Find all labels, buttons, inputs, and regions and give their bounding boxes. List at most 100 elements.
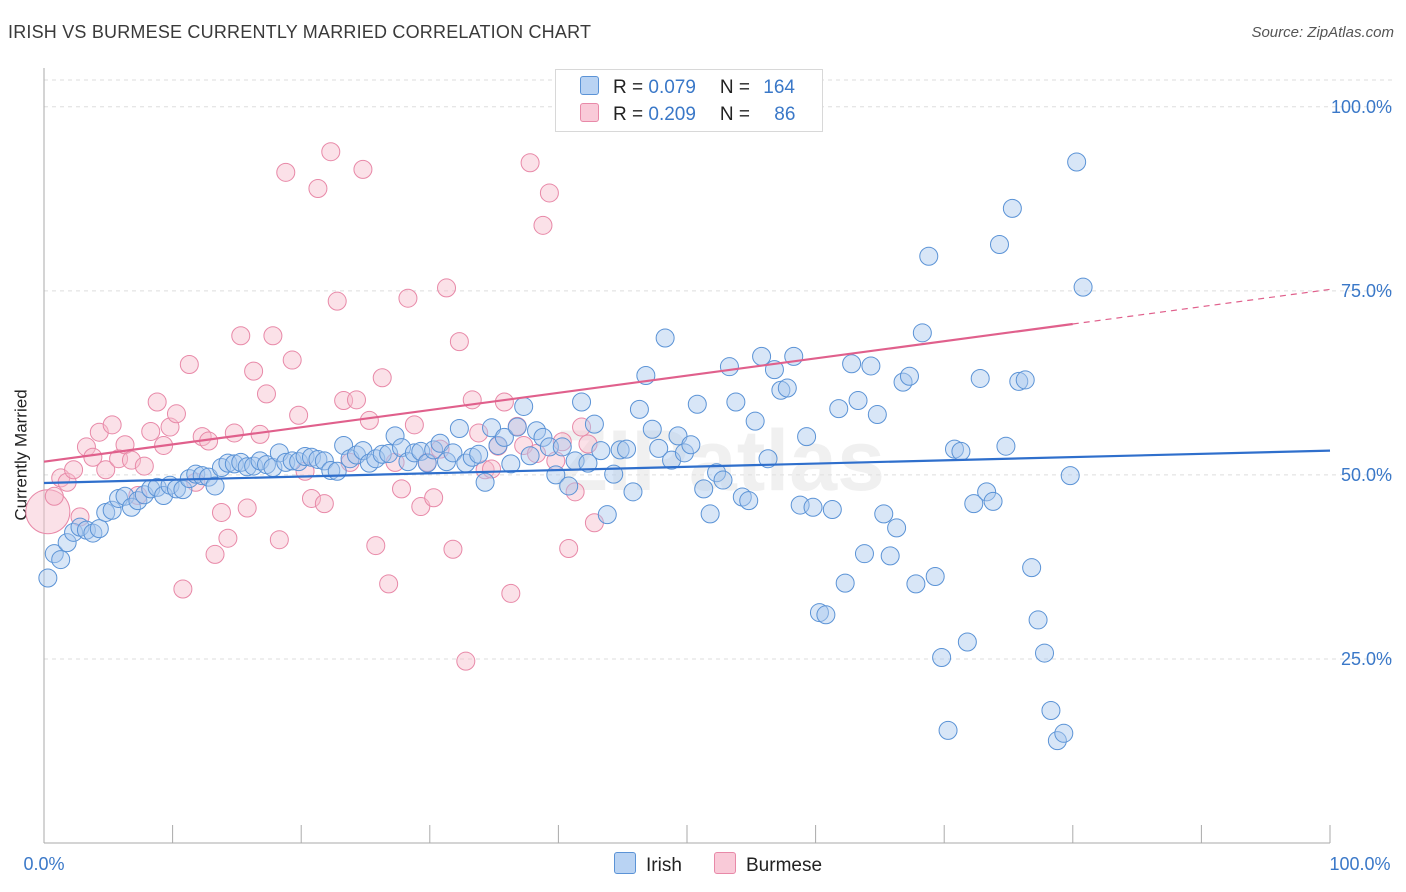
burmese-point [379,574,399,594]
irish-point [707,463,727,483]
burmese-point [179,354,199,374]
irish-point [906,574,926,594]
burmese-point [353,159,373,179]
irish-trend-line [43,449,1331,485]
burmese-point [141,421,161,441]
irish-point [1047,731,1067,751]
y-tick-label: 50.0% [1341,465,1392,485]
irish-point [642,419,662,439]
irish-point [951,441,971,461]
burmese-point [539,183,559,203]
burmese-point [308,179,328,199]
burmese-point [64,460,84,480]
irish-r-value: 0.079 [648,77,696,98]
burmese-legend-swatch [714,852,736,874]
irish-point [912,323,932,343]
legend-row-irish: R = 0.079 N = 164 [580,76,795,99]
irish-point [469,444,489,464]
irish-point [1009,371,1029,391]
irish-point [1002,198,1022,218]
irish-point [745,411,765,431]
burmese-trend-extension [1072,288,1331,325]
irish-point [867,405,887,425]
burmese-swatch [580,103,599,122]
burmese-point [282,350,302,370]
irish-point [803,497,823,517]
burmese-point [44,486,64,506]
burmese-point [256,384,276,404]
irish-point [655,328,675,348]
irish-point [835,573,855,593]
irish-point [629,399,649,419]
irish-point [51,550,71,570]
tick-labels: 25.0% 50.0% 75.0% 100.0% 0.0% 100.0% [23,97,1392,874]
irish-point [687,394,707,414]
burmese-n-value: 86 [774,104,796,125]
burmese-point [224,423,244,443]
irish-point [578,453,598,473]
irish-point [372,444,392,464]
irish-point [443,443,463,463]
burmese-point [494,392,514,412]
burmese-point [520,153,540,173]
irish-point [1028,610,1048,630]
irish-point [777,378,797,398]
irish-point [880,546,900,566]
burmese-point [437,278,457,298]
irish-point [919,246,939,266]
burmese-point [231,326,251,346]
irish-point [533,427,553,447]
irish-point [89,519,109,539]
x-tick-label-min: 0.0% [23,854,64,874]
burmese-point [456,651,476,671]
irish-point [726,392,746,412]
burmese-point [314,494,334,514]
irish-point [719,357,739,377]
burmese-r-label: R = [613,104,649,125]
correlation-legend: R = 0.079 N = 164 R = 0.209 N = 86 [555,69,823,132]
burmese-point [501,583,521,603]
irish-point [584,414,604,434]
axes [43,68,1331,844]
irish-point [449,419,469,439]
irish-point [610,440,630,460]
irish-point [282,451,302,471]
y-tick-label: 75.0% [1341,281,1392,301]
y-tick-label: 25.0% [1341,649,1392,669]
burmese-point [244,361,264,381]
irish-point [1067,152,1087,172]
irish-n-value: 164 [763,77,795,98]
chart-title: IRISH VS BURMESE CURRENTLY MARRIED CORRE… [8,22,592,42]
burmese-point [366,536,386,556]
irish-point [681,435,701,455]
irish-point [816,605,836,625]
irish-point [842,354,862,374]
irish-point [854,544,874,564]
burmese-point [237,498,257,518]
irish-point [385,426,405,446]
irish-point [1060,466,1080,486]
irish-point [314,451,334,471]
irish-point [822,500,842,520]
irish-point [507,417,527,437]
irish-point [1022,558,1042,578]
irish-point [970,368,990,388]
irish-point [430,433,450,453]
burmese-point [327,291,347,311]
burmese-point [96,460,116,480]
burmese-point [321,142,341,162]
irish-point [1041,700,1061,720]
burmese-point [372,368,392,388]
irish-point [797,427,817,447]
burmese-point [218,528,238,548]
burmese-point [404,415,424,435]
burmese-point [121,450,141,470]
irish-point [1015,370,1035,390]
x-tick-label-max: 100.0% [1329,854,1390,874]
irish-point [964,494,984,514]
irish-point [1054,723,1074,743]
irish-point [932,647,952,667]
burmese-point [424,488,444,508]
irish-point [591,441,611,461]
